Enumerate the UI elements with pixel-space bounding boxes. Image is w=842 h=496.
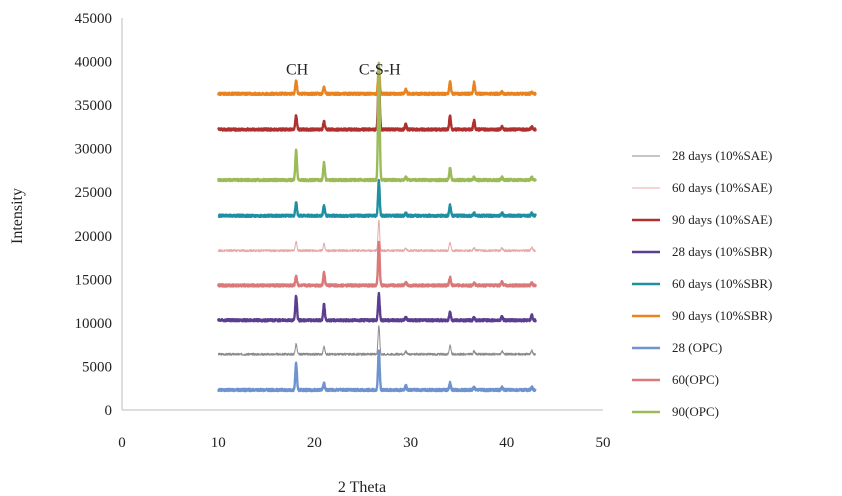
legend-label: 60 days (10%SAE) [672,180,772,195]
x-axis-title: 2 Theta [338,479,386,496]
y-tick-label: 30000 [75,142,113,158]
legend-label: 60(OPC) [672,372,719,387]
y-tick-label: 10000 [75,316,113,332]
y-tick-label: 20000 [75,229,113,245]
axes [121,18,603,411]
series-line [217,291,537,323]
x-tick-label: 10 [211,435,226,451]
y-axis-title: Intensity [9,188,26,244]
annotations: CH C-S-H [286,62,401,79]
x-tick-label: 20 [307,435,322,451]
x-tick-label: 40 [499,435,514,451]
series-line [217,61,537,183]
series-lines [217,61,537,393]
y-tick-label: 40000 [75,55,113,71]
x-tick-labels: 0 10 20 30 40 50 [118,435,610,451]
x-tick-label: 30 [403,435,418,451]
series-line [217,325,537,356]
legend-label: 28 (OPC) [672,340,722,355]
legend-label: 28 days (10%SBR) [672,244,772,259]
legend-label: 90 days (10%SAE) [672,212,772,227]
y-tick-label: 25000 [75,185,113,201]
series-line [217,178,537,219]
annotation-label: CH [286,62,309,79]
legend-label: 28 days (10%SAE) [672,148,772,163]
x-tick-label: 50 [596,435,611,451]
series-line [217,240,537,288]
legend: 28 days (10%SAE) 60 days (10%SAE) 90 days… [632,148,772,419]
series-line [217,219,536,253]
series-line [217,65,537,97]
annotation-label: C-S-H [359,62,401,79]
legend-label: 90 days (10%SBR) [672,308,772,323]
legend-label: 60 days (10%SBR) [672,276,772,291]
y-tick-label: 45000 [75,11,113,27]
y-tick-label: 0 [105,403,113,419]
y-tick-label: 35000 [75,98,113,114]
y-tick-label: 5000 [82,359,112,375]
y-tick-label: 15000 [75,272,113,288]
x-tick-label: 0 [118,435,126,451]
legend-label: 90(OPC) [672,404,719,419]
y-tick-labels: 0 5000 10000 15000 20000 25000 30000 35000 40000… [75,11,113,419]
series-line [217,349,537,393]
